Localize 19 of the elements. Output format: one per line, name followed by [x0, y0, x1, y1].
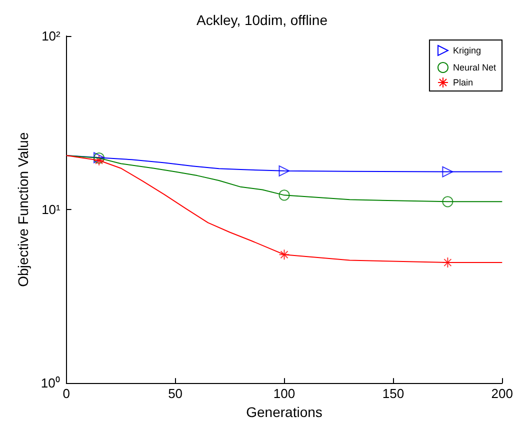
legend-label: Neural Net	[452, 62, 496, 72]
legend-label: Plain	[452, 78, 473, 88]
x-tick-label: 0	[62, 386, 70, 402]
y-tick-label: 10¹	[42, 202, 62, 218]
x-tick-label: 50	[168, 386, 183, 402]
legend-label: Kriging	[452, 46, 481, 56]
chart-title: Ackley, 10dim, offline	[196, 12, 328, 28]
x-tick-label: 150	[382, 386, 404, 402]
point	[442, 196, 454, 208]
point	[442, 166, 454, 178]
y-axis-title: Objective Function Value	[15, 132, 31, 287]
point	[278, 190, 290, 201]
point	[278, 165, 290, 176]
y-tick-label: 10²	[42, 28, 62, 44]
x-axis-title: Generations	[246, 404, 322, 420]
x-tick-label: 200	[491, 386, 514, 402]
x-tick-label: 100	[273, 386, 296, 402]
point	[278, 249, 290, 260]
y-tick-label: 10⁰	[40, 376, 60, 391]
